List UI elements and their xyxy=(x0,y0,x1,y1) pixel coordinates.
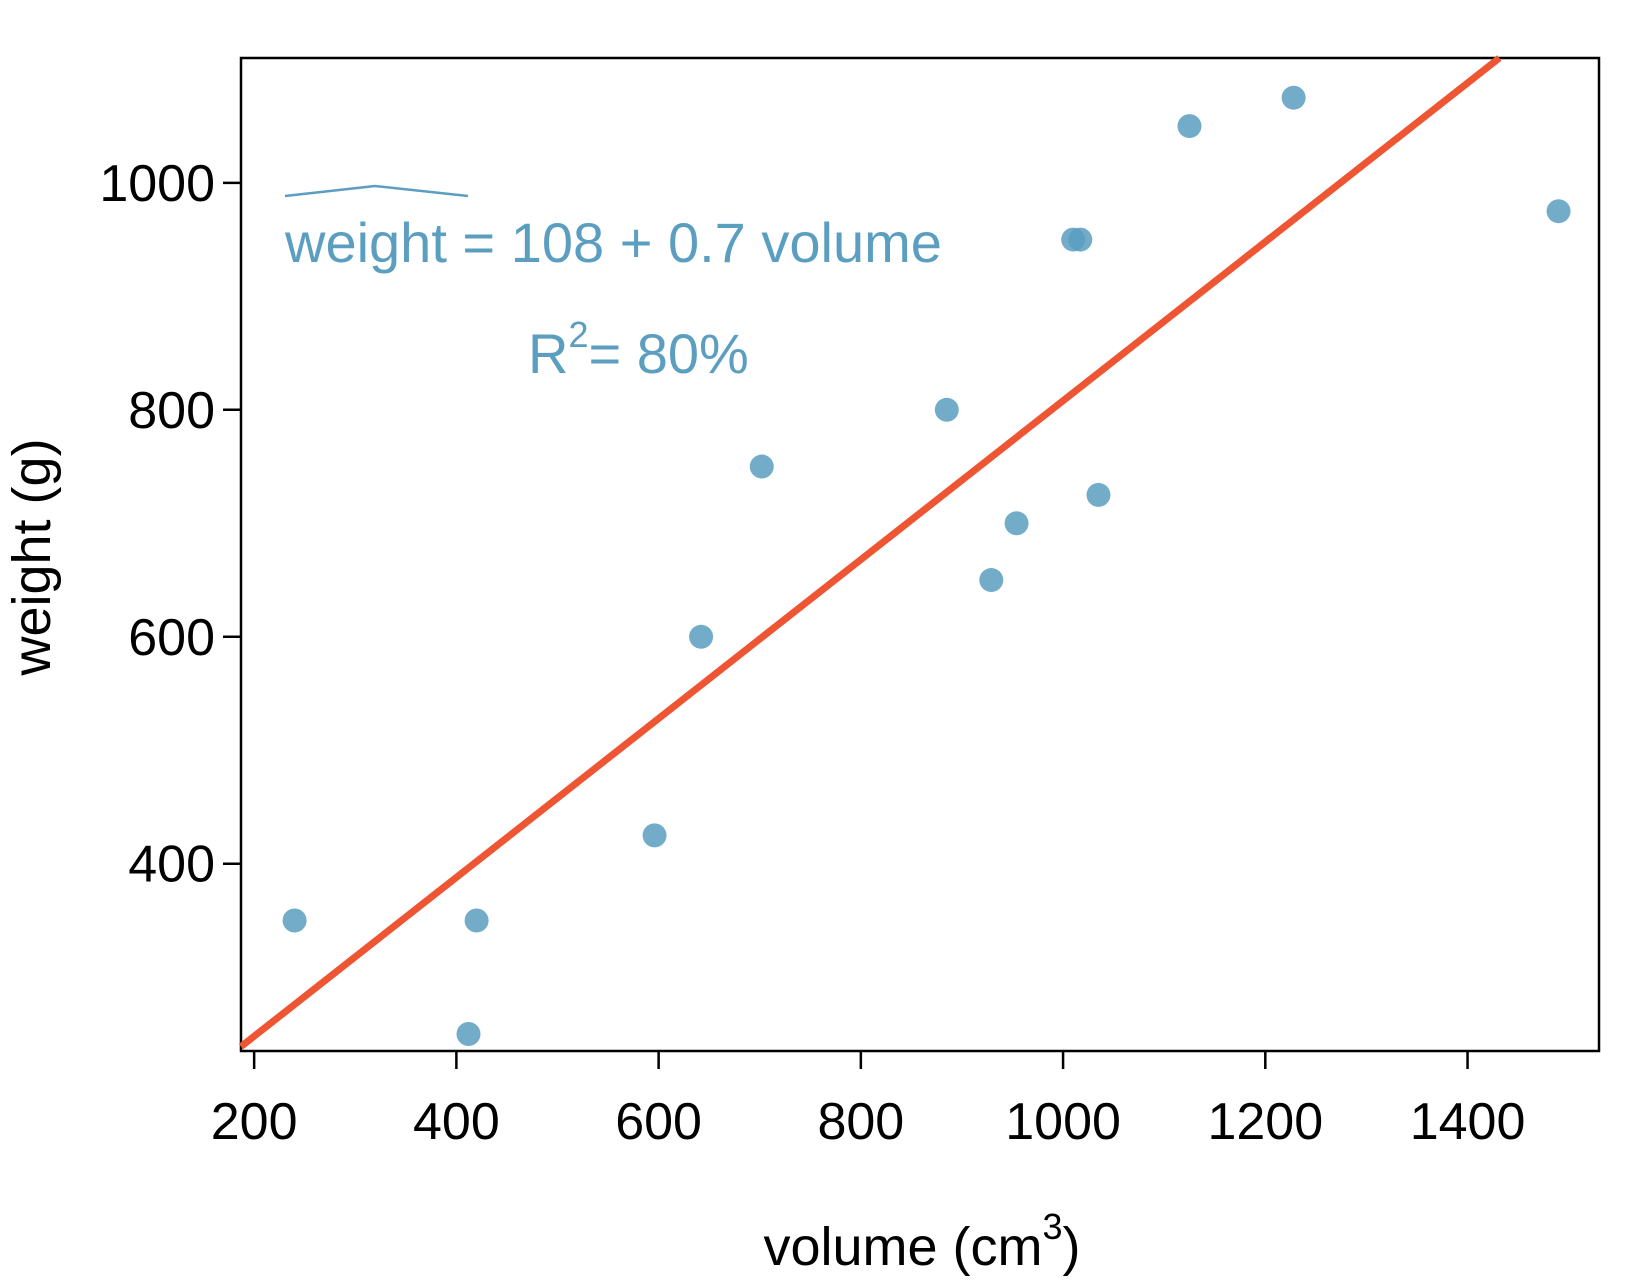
x-tick-label: 1200 xyxy=(1207,1093,1323,1151)
data-point xyxy=(934,397,959,422)
y-axis-title: weight (g) xyxy=(2,438,62,676)
y-tick-label: 1000 xyxy=(99,155,215,213)
equation-annotation: weight = 108 + 0.7 volume xyxy=(284,184,942,274)
r-squared-annotation: R2= 80% xyxy=(528,314,749,385)
x-axis-title-sup: 3 xyxy=(1043,1206,1063,1247)
y-axis: 400 600 800 1000 xyxy=(99,155,241,894)
r2-suffix: = 80% xyxy=(588,322,748,385)
data-point xyxy=(979,568,1004,593)
data-point xyxy=(1086,482,1111,507)
data-point xyxy=(1546,199,1571,224)
equation-rhs: = 108 + 0.7 volume xyxy=(447,211,942,274)
equation-lhs: weight xyxy=(284,211,447,274)
svg-text:R2= 80%: R2= 80% xyxy=(528,314,749,385)
x-tick-label: 1400 xyxy=(1410,1093,1526,1151)
r2-prefix: R xyxy=(528,322,568,385)
data-points xyxy=(282,85,1571,1046)
r2-superscript: 2 xyxy=(568,314,588,355)
x-tick-label: 400 xyxy=(413,1093,500,1151)
x-axis-title-main: volume (cm xyxy=(763,1217,1042,1277)
x-tick-label: 600 xyxy=(615,1093,702,1151)
x-tick-label: 1000 xyxy=(1005,1093,1121,1151)
x-tick-label: 800 xyxy=(817,1093,904,1151)
x-axis-title: volume (cm3) xyxy=(763,1206,1080,1277)
data-point xyxy=(1281,85,1306,110)
x-axis-title-close: ) xyxy=(1063,1217,1081,1277)
data-point xyxy=(282,908,307,933)
data-point xyxy=(1004,511,1029,536)
data-point xyxy=(642,823,667,848)
hat-symbol xyxy=(284,184,469,198)
data-point xyxy=(1068,227,1093,252)
regression-line xyxy=(238,55,1502,1050)
y-tick-label: 400 xyxy=(128,836,215,894)
x-axis: 200 400 600 800 1000 1200 1400 xyxy=(211,1051,1526,1151)
svg-text:weight = 108 + 0.7 volume: weight = 108 + 0.7 volume xyxy=(284,211,942,274)
data-point xyxy=(749,454,774,479)
data-point xyxy=(1177,114,1202,139)
y-tick-label: 600 xyxy=(128,609,215,667)
y-tick-label: 800 xyxy=(128,382,215,440)
data-point xyxy=(689,624,714,649)
data-point xyxy=(456,1021,481,1046)
x-tick-label: 200 xyxy=(211,1093,298,1151)
plot-frame xyxy=(239,56,1601,1053)
data-point xyxy=(464,908,489,933)
